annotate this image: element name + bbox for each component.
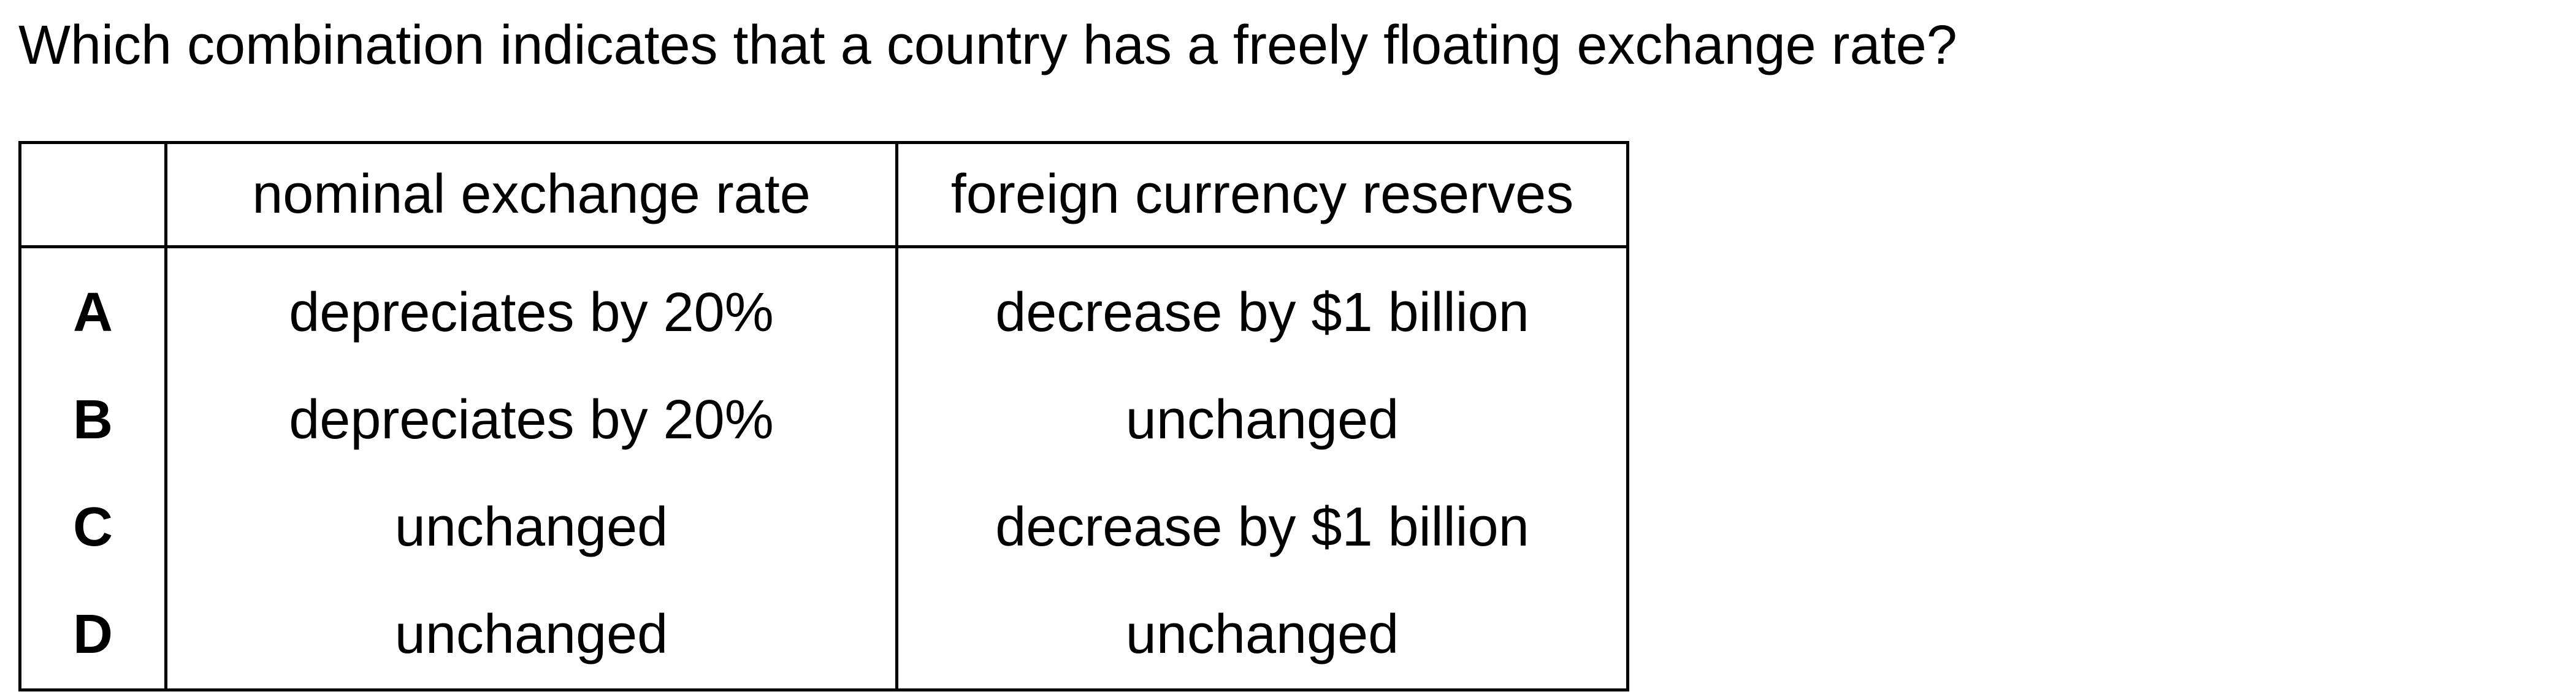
reserves-cell: unchanged [895, 367, 1629, 474]
exchange-rate-cell: depreciates by 20% [164, 367, 898, 474]
exchange-rate-cell: depreciates by 20% [164, 246, 898, 367]
option-letter: B [18, 367, 167, 474]
question-text: Which combination indicates that a count… [18, 15, 1957, 76]
option-letter: D [18, 581, 167, 691]
answer-options-table: nominal exchange rate foreign currency r… [18, 141, 1629, 691]
exchange-rate-cell: unchanged [164, 474, 898, 581]
header-nominal-exchange-rate: nominal exchange rate [164, 141, 898, 248]
table-row-option-c: C unchanged decrease by $1 billion [18, 474, 1629, 581]
reserves-cell: decrease by $1 billion [895, 246, 1629, 367]
header-foreign-currency-reserves: foreign currency reserves [895, 141, 1629, 248]
reserves-cell: decrease by $1 billion [895, 474, 1629, 581]
reserves-cell: unchanged [895, 581, 1629, 691]
exchange-rate-cell: unchanged [164, 581, 898, 691]
option-letter: A [18, 246, 167, 367]
table-row-option-b: B depreciates by 20% unchanged [18, 367, 1629, 474]
option-letter: C [18, 474, 167, 581]
table-header-row: nominal exchange rate foreign currency r… [18, 141, 1629, 248]
table-row-option-d: D unchanged unchanged [18, 581, 1629, 691]
header-option-cell [18, 141, 167, 248]
table-row-option-a: A depreciates by 20% decrease by $1 bill… [18, 246, 1629, 367]
